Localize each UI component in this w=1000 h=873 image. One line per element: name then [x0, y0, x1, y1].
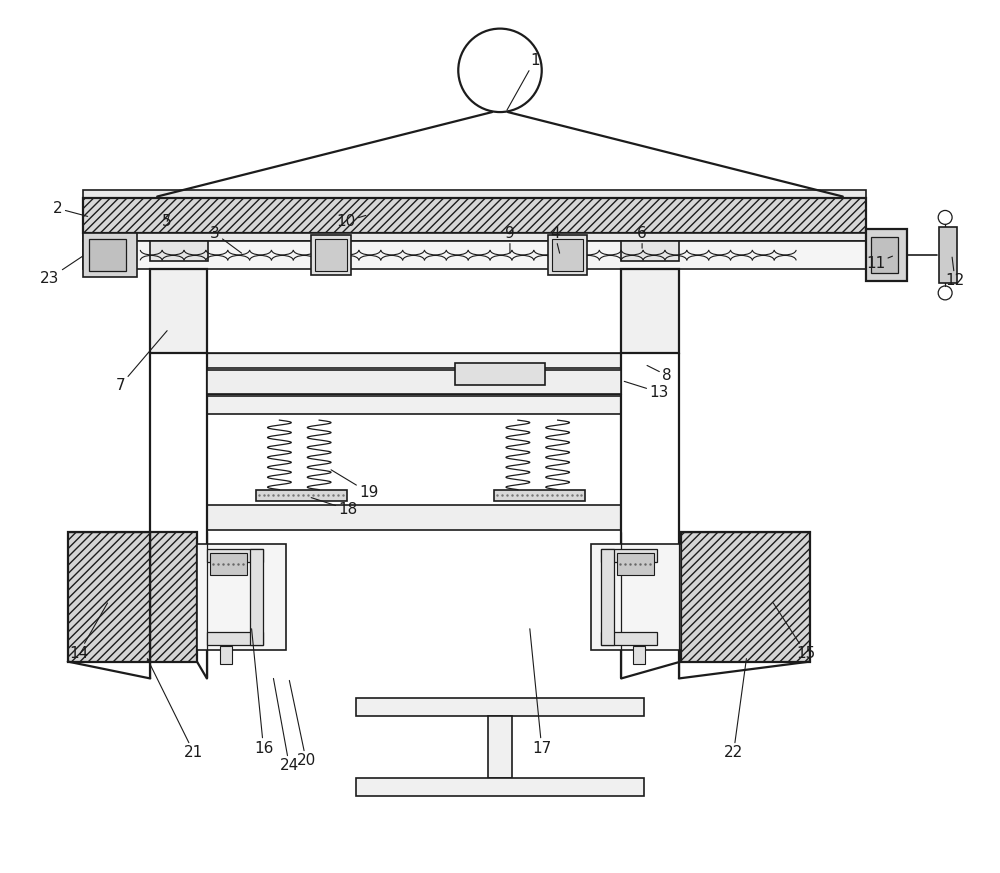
Bar: [552, 239, 583, 271]
Bar: [866, 230, 907, 281]
Bar: [601, 549, 657, 562]
Text: 2: 2: [53, 201, 88, 217]
Bar: [197, 544, 286, 650]
Bar: [939, 227, 957, 283]
Bar: [150, 241, 208, 261]
Bar: [150, 269, 207, 353]
Text: 21: 21: [147, 658, 204, 760]
Text: 15: 15: [773, 603, 816, 661]
Bar: [311, 236, 351, 275]
Text: 17: 17: [530, 629, 551, 755]
Bar: [591, 544, 681, 650]
Bar: [455, 363, 545, 385]
Bar: [488, 716, 512, 778]
Text: 16: 16: [252, 629, 273, 755]
Text: 1: 1: [507, 53, 540, 110]
Bar: [83, 233, 866, 241]
Bar: [356, 698, 644, 716]
Bar: [250, 549, 263, 644]
Text: 20: 20: [289, 680, 316, 768]
Text: 23: 23: [40, 256, 83, 285]
Bar: [89, 239, 126, 271]
Bar: [83, 233, 137, 277]
Bar: [548, 236, 587, 275]
Bar: [83, 241, 866, 269]
Bar: [83, 189, 866, 197]
Bar: [601, 549, 614, 644]
Text: 10: 10: [336, 214, 366, 229]
Text: 8: 8: [647, 366, 672, 383]
Text: 14: 14: [69, 603, 108, 661]
Bar: [617, 553, 654, 575]
Bar: [207, 353, 621, 368]
Bar: [210, 553, 247, 575]
Bar: [356, 778, 644, 795]
Bar: [621, 269, 679, 353]
Bar: [83, 197, 866, 233]
Bar: [315, 239, 347, 271]
Bar: [207, 370, 621, 395]
Text: 12: 12: [945, 258, 965, 288]
Bar: [601, 632, 657, 644]
Text: 6: 6: [637, 226, 647, 248]
Bar: [207, 549, 263, 562]
Bar: [256, 490, 347, 500]
Text: 9: 9: [505, 226, 515, 253]
Bar: [621, 241, 679, 261]
Bar: [633, 646, 645, 663]
Bar: [207, 396, 621, 414]
Bar: [207, 632, 263, 644]
Bar: [220, 646, 232, 663]
Bar: [494, 490, 585, 500]
Text: 22: 22: [724, 658, 746, 760]
Text: 4: 4: [550, 226, 560, 253]
Text: 13: 13: [624, 382, 669, 400]
Bar: [68, 533, 197, 662]
Text: 3: 3: [210, 226, 242, 253]
Bar: [871, 237, 898, 273]
Bar: [207, 505, 621, 531]
Text: 19: 19: [331, 470, 379, 500]
Bar: [681, 533, 810, 662]
Text: 11: 11: [866, 256, 892, 271]
Text: 5: 5: [162, 214, 172, 229]
Text: 24: 24: [273, 678, 299, 773]
Text: 18: 18: [311, 498, 358, 517]
Text: 7: 7: [116, 331, 167, 393]
